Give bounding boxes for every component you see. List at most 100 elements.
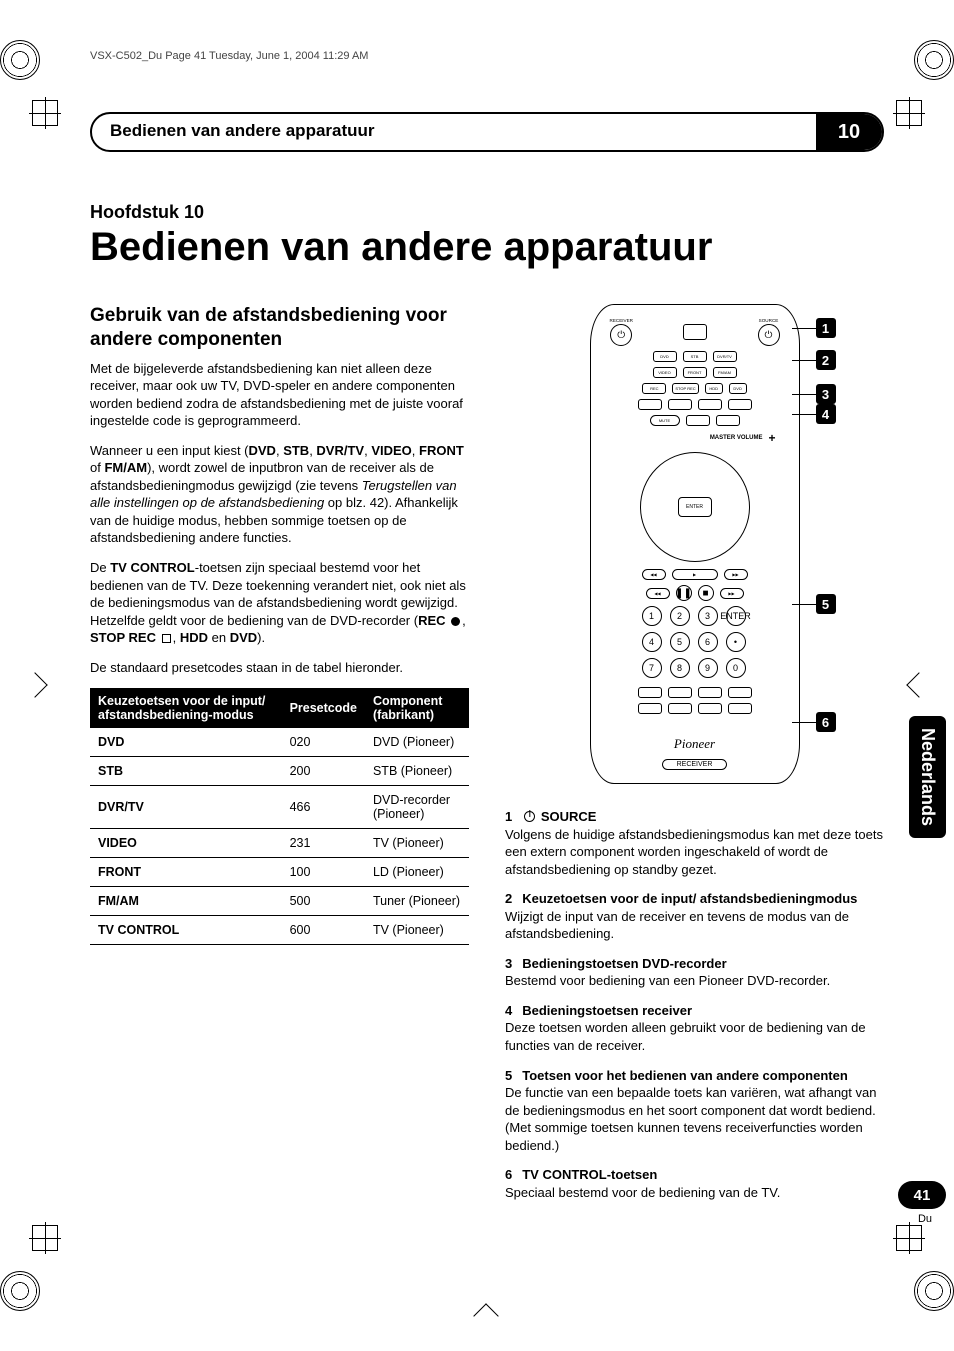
paragraph: De TV CONTROL-toetsen zijn speciaal best… bbox=[90, 559, 469, 647]
table-cell: 500 bbox=[282, 887, 365, 916]
table-cell: DVD-recorder (Pioneer) bbox=[365, 786, 469, 829]
receiver-fn-button bbox=[728, 399, 752, 410]
number-button: 4 bbox=[642, 632, 662, 652]
section-heading: Gebruik van de afstandsbediening voor an… bbox=[90, 304, 469, 352]
table-row: VIDEO231TV (Pioneer) bbox=[90, 829, 469, 858]
table-cell: FRONT bbox=[90, 858, 282, 887]
stop-icon bbox=[162, 634, 171, 643]
transport-button: ▶▶ bbox=[720, 588, 744, 599]
enter-button: ENTER bbox=[678, 497, 712, 517]
table-cell: TV (Pioneer) bbox=[365, 916, 469, 945]
number-button: 8 bbox=[670, 658, 690, 678]
table-cell: DVD bbox=[90, 728, 282, 757]
table-cell: 200 bbox=[282, 757, 365, 786]
table-header: Component (fabrikant) bbox=[365, 688, 469, 728]
table-row: FM/AM500Tuner (Pioneer) bbox=[90, 887, 469, 916]
receiver-fn-button bbox=[638, 399, 662, 410]
pause-button: ❚❚ bbox=[676, 585, 692, 601]
plus-icon: + bbox=[768, 431, 775, 445]
tv-control-button bbox=[698, 687, 722, 698]
feature-item: 3 Bedieningstoetsen DVD-recorder Bestemd v… bbox=[505, 955, 884, 990]
item-number: 4 bbox=[505, 1003, 512, 1018]
tv-control-button bbox=[668, 703, 692, 714]
section-title: Bedienen van andere apparatuur bbox=[92, 114, 816, 150]
table-cell: 466 bbox=[282, 786, 365, 829]
table-row: STB200STB (Pioneer) bbox=[90, 757, 469, 786]
receiver-button bbox=[683, 324, 707, 340]
fold-mark bbox=[906, 672, 931, 697]
item-text: De functie van een bepaalde toets kan va… bbox=[505, 1085, 876, 1153]
master-volume-label: MASTER VOLUME bbox=[710, 435, 763, 441]
tv-control-button bbox=[728, 687, 752, 698]
table-cell: TV CONTROL bbox=[90, 916, 282, 945]
receiver-fn-button bbox=[698, 399, 722, 410]
table-cell: 100 bbox=[282, 858, 365, 887]
table-row: TV CONTROL600TV (Pioneer) bbox=[90, 916, 469, 945]
crop-mark bbox=[32, 100, 58, 126]
number-button: 3 bbox=[698, 606, 718, 626]
power-icon bbox=[524, 811, 535, 822]
item-number: 6 bbox=[505, 1167, 512, 1182]
print-registration-mark bbox=[0, 40, 40, 80]
receiver-label: RECEIVER bbox=[662, 759, 728, 770]
callout-badge: 1 bbox=[816, 318, 836, 338]
power-receiver-button: ⏻ bbox=[610, 324, 632, 346]
input-button: FRONT bbox=[683, 367, 707, 378]
tv-control-button bbox=[638, 687, 662, 698]
number-button: ENTER bbox=[726, 606, 746, 626]
number-button: 7 bbox=[642, 658, 662, 678]
table-cell: 020 bbox=[282, 728, 365, 757]
remote-label: SOURCE bbox=[759, 318, 779, 323]
item-number: 2 bbox=[505, 891, 512, 906]
input-button: VIDEO bbox=[653, 367, 677, 378]
dvr-button: REC bbox=[642, 383, 666, 394]
print-registration-mark bbox=[0, 1271, 40, 1311]
paragraph: Wanneer u een input kiest (DVD, STB, DVR… bbox=[90, 442, 469, 547]
table-row: DVR/TV466DVD-recorder (Pioneer) bbox=[90, 786, 469, 829]
dvr-button: HDD bbox=[705, 383, 723, 394]
number-button: 9 bbox=[698, 658, 718, 678]
power-source-button: ⏻ bbox=[758, 324, 780, 346]
table-cell: DVR/TV bbox=[90, 786, 282, 829]
feature-item: 6 TV CONTROL-toetsen Speciaal bestemd voor… bbox=[505, 1166, 884, 1201]
remote-diagram: 1 2 3 4 5 6 RECEIVER ⏻ SOURCE ⏻ bbox=[590, 304, 800, 784]
tv-control-button bbox=[638, 703, 662, 714]
table-cell: VIDEO bbox=[90, 829, 282, 858]
feature-item: 2 Keuzetoetsen voor de input/ afstandsbed… bbox=[505, 890, 884, 943]
chapter-label: Hoofdstuk 10 bbox=[90, 202, 884, 223]
language-tab: Nederlands bbox=[909, 716, 946, 838]
print-header: VSX-C502_Du Page 41 Tuesday, June 1, 200… bbox=[90, 50, 884, 62]
item-heading: Toetsen voor het bedienen van andere com… bbox=[522, 1068, 848, 1083]
fold-mark bbox=[22, 672, 47, 697]
transport-button: ▶ bbox=[672, 569, 718, 580]
page-sub-label: Du bbox=[918, 1213, 932, 1225]
table-cell: DVD (Pioneer) bbox=[365, 728, 469, 757]
number-button: 1 bbox=[642, 606, 662, 626]
record-icon bbox=[451, 617, 460, 626]
section-title-bar: Bedienen van andere apparatuur 10 bbox=[90, 112, 884, 152]
table-row: FRONT100LD (Pioneer) bbox=[90, 858, 469, 887]
remote-label: RECEIVER bbox=[610, 318, 634, 323]
table-header: Presetcode bbox=[282, 688, 365, 728]
item-number: 5 bbox=[505, 1068, 512, 1083]
feature-item: 5 Toetsen voor het bedienen van andere co… bbox=[505, 1067, 884, 1155]
table-cell: STB bbox=[90, 757, 282, 786]
number-button: 2 bbox=[670, 606, 690, 626]
tv-control-button bbox=[668, 687, 692, 698]
item-heading: TV CONTROL-toetsen bbox=[522, 1167, 657, 1182]
page-number-badge: 41 bbox=[898, 1181, 946, 1209]
item-text: Deze toetsen worden alleen gebruikt voor… bbox=[505, 1020, 866, 1053]
item-text: Bestemd voor bediening van een Pioneer D… bbox=[505, 973, 830, 988]
crop-mark bbox=[896, 1225, 922, 1251]
table-cell: Tuner (Pioneer) bbox=[365, 887, 469, 916]
page-title: Bedienen van andere apparatuur bbox=[90, 225, 884, 270]
item-number: 3 bbox=[505, 956, 512, 971]
transport-button: ◀◀ bbox=[642, 569, 666, 580]
item-heading: SOURCE bbox=[541, 809, 597, 824]
item-text: Speciaal bestemd voor de bediening van d… bbox=[505, 1185, 780, 1200]
table-cell: STB (Pioneer) bbox=[365, 757, 469, 786]
item-heading: Bedieningstoetsen DVD-recorder bbox=[522, 956, 726, 971]
receiver-fn-button bbox=[716, 415, 740, 426]
item-heading: Keuzetoetsen voor de input/ afstandsbedi… bbox=[522, 891, 857, 906]
table-cell: TV (Pioneer) bbox=[365, 829, 469, 858]
